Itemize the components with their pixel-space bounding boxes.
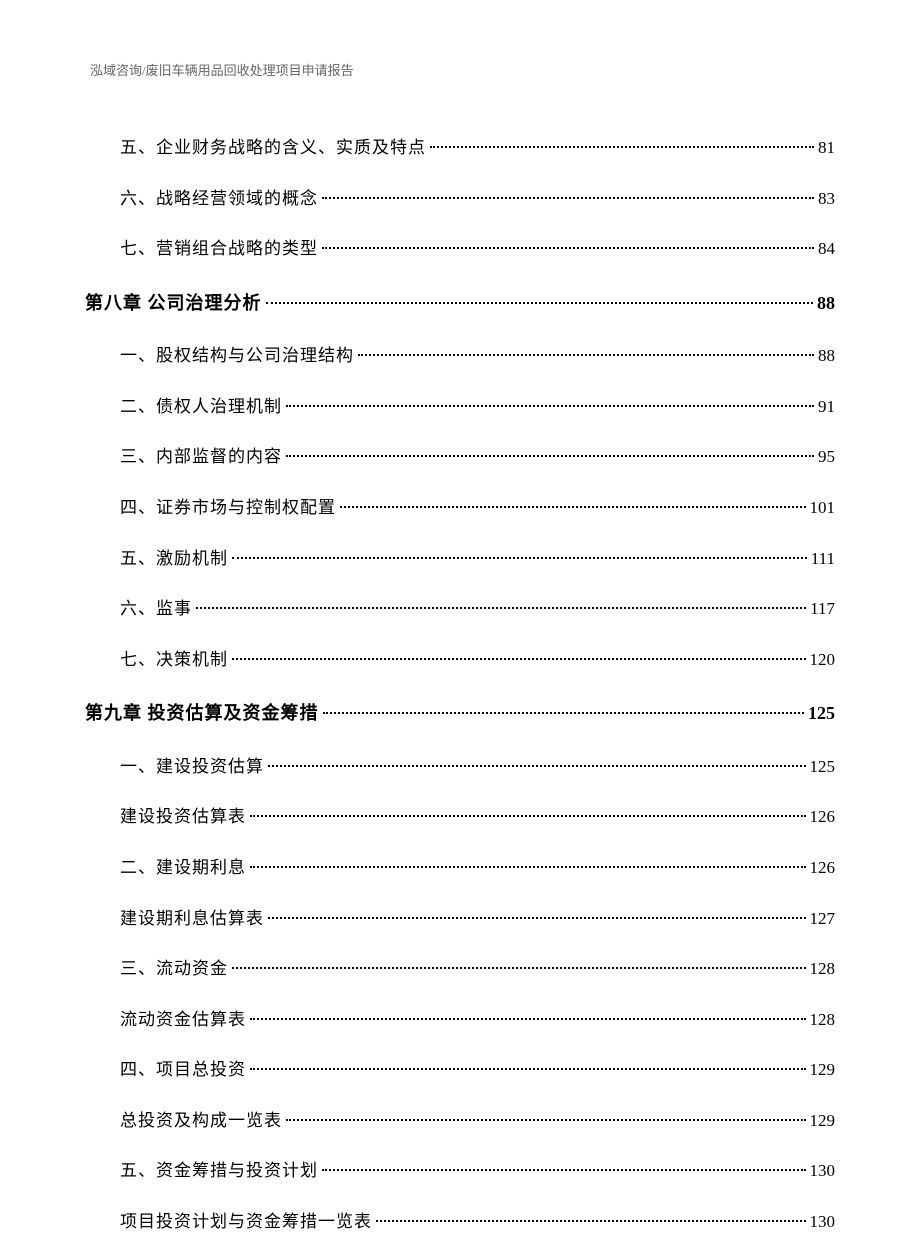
toc-entry: 项目投资计划与资金筹措一览表 130 [120, 1207, 835, 1238]
toc-page-number: 84 [818, 234, 835, 265]
toc-entry: 五、企业财务战略的含义、实质及特点 81 [120, 133, 835, 164]
toc-entry: 总投资及构成一览表 129 [120, 1106, 835, 1137]
toc-entry: 流动资金估算表 128 [120, 1005, 835, 1036]
toc-leader-dots [322, 247, 814, 249]
toc-entry: 七、营销组合战略的类型 84 [120, 234, 835, 265]
toc-page-number: 81 [818, 133, 835, 164]
toc-label: 五、资金筹措与投资计划 [120, 1156, 318, 1187]
toc-label: 五、企业财务战略的含义、实质及特点 [120, 133, 426, 164]
toc-label: 三、流动资金 [120, 954, 228, 985]
toc-entry: 建设投资估算表 126 [120, 802, 835, 833]
toc-page-number: 128 [810, 954, 836, 985]
toc-leader-dots [376, 1220, 806, 1222]
toc-page-number: 126 [810, 802, 836, 833]
toc-entry: 五、激励机制 111 [120, 544, 835, 575]
toc-entry: 一、股权结构与公司治理结构 88 [120, 341, 835, 372]
toc-label: 三、内部监督的内容 [120, 442, 282, 473]
toc-page-number: 111 [811, 544, 835, 575]
toc-leader-dots [266, 302, 814, 304]
toc-entry: 二、建设期利息 126 [120, 853, 835, 884]
table-of-contents: 五、企业财务战略的含义、实质及特点 81 六、战略经营领域的概念 83 七、营销组合战略… [85, 129, 835, 1238]
toc-page-number: 130 [810, 1207, 836, 1238]
toc-leader-dots [232, 557, 807, 559]
toc-entry: 三、内部监督的内容 95 [120, 442, 835, 473]
toc-leader-dots [250, 1018, 806, 1020]
toc-leader-dots [250, 1068, 806, 1070]
toc-leader-dots [286, 455, 814, 457]
toc-leader-dots [358, 354, 814, 356]
toc-label: 五、激励机制 [120, 544, 228, 575]
toc-label: 建设期利息估算表 [120, 904, 264, 935]
toc-label: 总投资及构成一览表 [120, 1106, 282, 1137]
toc-entry: 第九章 投资估算及资金筹措 125 [85, 697, 835, 729]
toc-page-number: 83 [818, 184, 835, 215]
toc-leader-dots [196, 607, 806, 609]
toc-page-number: 125 [808, 697, 835, 729]
toc-leader-dots [268, 917, 806, 919]
toc-page-number: 117 [810, 594, 835, 625]
toc-label: 四、项目总投资 [120, 1055, 246, 1086]
toc-label: 流动资金估算表 [120, 1005, 246, 1036]
toc-page-number: 130 [810, 1156, 836, 1187]
toc-entry: 六、监事 117 [120, 594, 835, 625]
toc-page-number: 129 [810, 1055, 836, 1086]
toc-leader-dots [430, 146, 814, 148]
toc-leader-dots [322, 197, 814, 199]
toc-label: 建设投资估算表 [120, 802, 246, 833]
toc-entry: 五、资金筹措与投资计划 130 [120, 1156, 835, 1187]
toc-page-number: 120 [810, 645, 836, 676]
toc-label: 第九章 投资估算及资金筹措 [85, 697, 319, 729]
toc-label: 六、战略经营领域的概念 [120, 184, 318, 215]
toc-leader-dots [250, 866, 806, 868]
toc-page-number: 91 [818, 392, 835, 423]
toc-page-number: 127 [810, 904, 836, 935]
toc-leader-dots [268, 765, 806, 767]
toc-entry: 七、决策机制 120 [120, 645, 835, 676]
toc-leader-dots [232, 658, 806, 660]
toc-label: 七、决策机制 [120, 645, 228, 676]
toc-label: 一、股权结构与公司治理结构 [120, 341, 354, 372]
toc-label: 项目投资计划与资金筹措一览表 [120, 1207, 372, 1238]
toc-label: 二、建设期利息 [120, 853, 246, 884]
toc-page-number: 88 [818, 341, 835, 372]
toc-label: 四、证券市场与控制权配置 [120, 493, 336, 524]
toc-label: 六、监事 [120, 594, 192, 625]
toc-page-number: 129 [810, 1106, 836, 1137]
toc-page-number: 95 [818, 442, 835, 473]
toc-label: 第八章 公司治理分析 [85, 287, 262, 319]
toc-label: 一、建设投资估算 [120, 752, 264, 783]
toc-leader-dots [250, 815, 806, 817]
toc-entry: 第八章 公司治理分析 88 [85, 287, 835, 319]
toc-entry: 二、债权人治理机制 91 [120, 392, 835, 423]
toc-label: 七、营销组合战略的类型 [120, 234, 318, 265]
toc-leader-dots [286, 1119, 806, 1121]
toc-label: 二、债权人治理机制 [120, 392, 282, 423]
toc-leader-dots [286, 405, 814, 407]
toc-page-number: 126 [810, 853, 836, 884]
toc-entry: 一、建设投资估算 125 [120, 752, 835, 783]
toc-page-number: 101 [810, 493, 836, 524]
toc-leader-dots [232, 967, 806, 969]
toc-entry: 四、证券市场与控制权配置 101 [120, 493, 835, 524]
toc-leader-dots [340, 506, 806, 508]
toc-entry: 六、战略经营领域的概念 83 [120, 184, 835, 215]
toc-leader-dots [323, 712, 805, 714]
document-header: 泓域咨询/废旧车辆用品回收处理项目申请报告 [85, 60, 835, 79]
toc-leader-dots [322, 1169, 806, 1171]
toc-entry: 四、项目总投资 129 [120, 1055, 835, 1086]
toc-entry: 建设期利息估算表 127 [120, 904, 835, 935]
toc-entry: 三、流动资金 128 [120, 954, 835, 985]
toc-page-number: 125 [810, 752, 836, 783]
toc-page-number: 128 [810, 1005, 836, 1036]
toc-page-number: 88 [817, 287, 835, 319]
